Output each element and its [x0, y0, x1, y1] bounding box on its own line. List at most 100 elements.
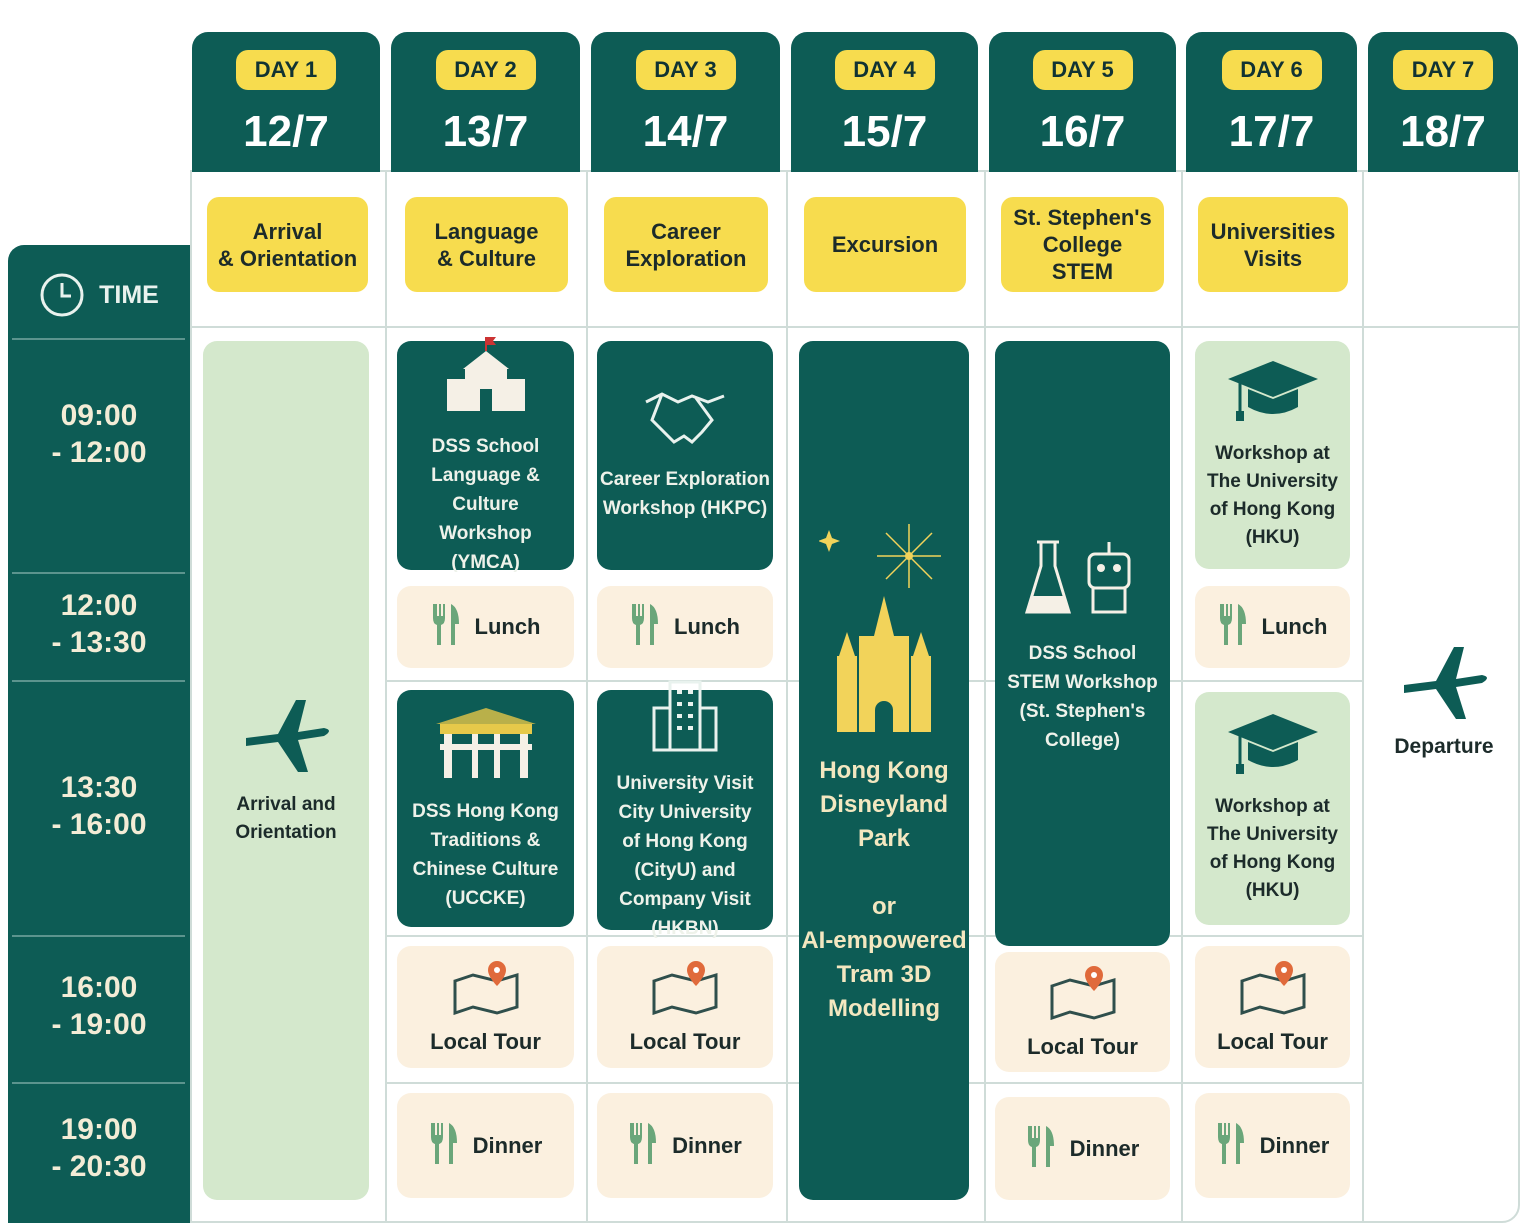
event-text: Arrival and Orientation	[235, 794, 337, 843]
clock-icon	[40, 273, 84, 317]
event-cell: Workshop at The University of Hong Kong …	[1195, 341, 1350, 569]
time-header-text: TIME	[99, 280, 159, 309]
event-text: Local Tour	[430, 1029, 541, 1054]
day-date: 14/7	[642, 107, 729, 156]
event-text: Dinner	[472, 1132, 543, 1158]
event-text: Lunch	[474, 614, 541, 639]
event-cell: Local Tour	[995, 952, 1170, 1072]
event-text: Workshop at The University of Hong Kong …	[1207, 796, 1338, 901]
map-icon	[1238, 959, 1308, 1021]
event-cell: Local Tour	[1195, 946, 1350, 1068]
day-date: 18/7	[1400, 107, 1486, 156]
event-text: Local Tour	[1027, 1034, 1138, 1059]
event-text: Local Tour	[629, 1029, 741, 1054]
time-slot: 09:00 - 12:00	[8, 397, 190, 471]
slot-start: 09:00	[60, 399, 138, 432]
event-cell: University Visit City University of Hong…	[597, 680, 773, 939]
meal-icon	[1026, 1124, 1056, 1174]
event-cell: DSS Hong Kong Traditions & Chinese Cultu…	[397, 690, 574, 927]
event-cell: Local Tour	[597, 946, 773, 1068]
time-separator	[12, 935, 185, 937]
event-cell: Lunch	[397, 586, 574, 668]
map-icon	[451, 959, 521, 1021]
event-cell: Dinner	[1195, 1093, 1350, 1198]
event-text: DSS School Language & Culture Workshop (…	[431, 435, 540, 573]
shake-icon	[642, 388, 728, 457]
time-column	[8, 245, 190, 1223]
event-text: DSS School STEM Workshop (St. Stephen's …	[1007, 643, 1158, 751]
map-icon	[1048, 964, 1118, 1026]
row-line	[190, 326, 1520, 328]
meal-icon	[1218, 602, 1248, 652]
day-theme: Universities Visits	[1198, 197, 1348, 292]
event-text: Career Exploration Workshop (HKPC)	[600, 469, 770, 519]
meal-icon	[1216, 1121, 1246, 1171]
event-text: University Visit City University of Hong…	[616, 772, 754, 939]
column-line	[385, 172, 387, 1222]
gate-icon	[426, 704, 546, 789]
slot-end: - 20:30	[51, 1150, 147, 1183]
day-badge: DAY 7	[1393, 50, 1493, 90]
event-cell: Arrival and Orientation	[203, 341, 369, 1200]
time-separator	[12, 338, 185, 340]
slot-start: 16:00	[60, 971, 138, 1004]
column-line	[984, 172, 986, 1222]
day-theme: Excursion	[804, 197, 966, 292]
event-cell: Lunch	[1195, 586, 1350, 668]
event-text: Dinner	[1259, 1132, 1330, 1158]
cap-icon	[1226, 712, 1320, 785]
day-badge: DAY 5	[1032, 50, 1133, 90]
robot-icon	[1023, 532, 1143, 631]
event-text: Hong Kong Disneyland Park or AI-empowere…	[801, 756, 967, 1022]
slot-end: - 16:00	[51, 808, 147, 841]
event-cell: Local Tour	[397, 946, 574, 1068]
meal-icon	[431, 602, 461, 652]
day-date: 17/7	[1228, 107, 1315, 156]
meal-icon	[630, 602, 660, 652]
time-slot: 13:30 - 16:00	[8, 769, 190, 843]
day-theme: Language & Culture	[405, 197, 568, 292]
event-cell: DSS School Language & Culture Workshop (…	[397, 336, 574, 573]
day-date: 13/7	[442, 107, 529, 156]
event-text: Workshop at The University of Hong Kong …	[1207, 442, 1338, 548]
event-cell: Dinner	[995, 1097, 1170, 1200]
slot-start: 13:30	[60, 771, 138, 804]
time-slot: 19:00 - 20:30	[8, 1111, 190, 1185]
time-slot: 16:00 - 19:00	[8, 969, 190, 1043]
day-badge: DAY 6	[1221, 50, 1322, 90]
meal-icon	[628, 1121, 658, 1171]
column-line	[1362, 172, 1364, 1222]
plane-icon	[238, 694, 334, 783]
day-date: 12/7	[243, 107, 329, 156]
event-text: Dinner	[1069, 1135, 1140, 1161]
slot-end: - 19:00	[51, 1008, 147, 1041]
event-cell: Dinner	[397, 1093, 574, 1198]
day-date: 16/7	[1039, 107, 1126, 156]
slot-start: 12:00	[60, 589, 138, 622]
map-icon	[650, 959, 720, 1021]
event-text: Dinner	[672, 1132, 742, 1158]
event-text: DSS Hong Kong Traditions & Chinese Cultu…	[412, 801, 559, 909]
cap-icon	[1226, 359, 1320, 432]
slot-end: - 12:00	[51, 436, 147, 469]
day-date: 15/7	[841, 107, 928, 156]
event-text: Lunch	[1261, 614, 1328, 639]
day-theme: Career Exploration	[604, 197, 768, 292]
column-line	[586, 172, 588, 1222]
plane-icon	[1396, 641, 1492, 727]
day-theme: Arrival & Orientation	[207, 197, 368, 292]
event-cell: Hong Kong Disneyland Park or AI-empowere…	[799, 341, 969, 1200]
school-icon	[443, 335, 529, 424]
building-icon	[650, 678, 720, 761]
time-separator	[12, 1082, 185, 1084]
event-text: Departure	[1394, 735, 1494, 758]
time-slot: 12:00 - 13:30	[8, 587, 190, 661]
event-cell: Departure	[1370, 560, 1518, 840]
day-badge: DAY 4	[834, 50, 935, 90]
slot-end: - 13:30	[51, 626, 147, 659]
event-text: Lunch	[674, 614, 740, 639]
event-cell: Dinner	[597, 1093, 773, 1198]
castle-icon	[818, 516, 949, 746]
